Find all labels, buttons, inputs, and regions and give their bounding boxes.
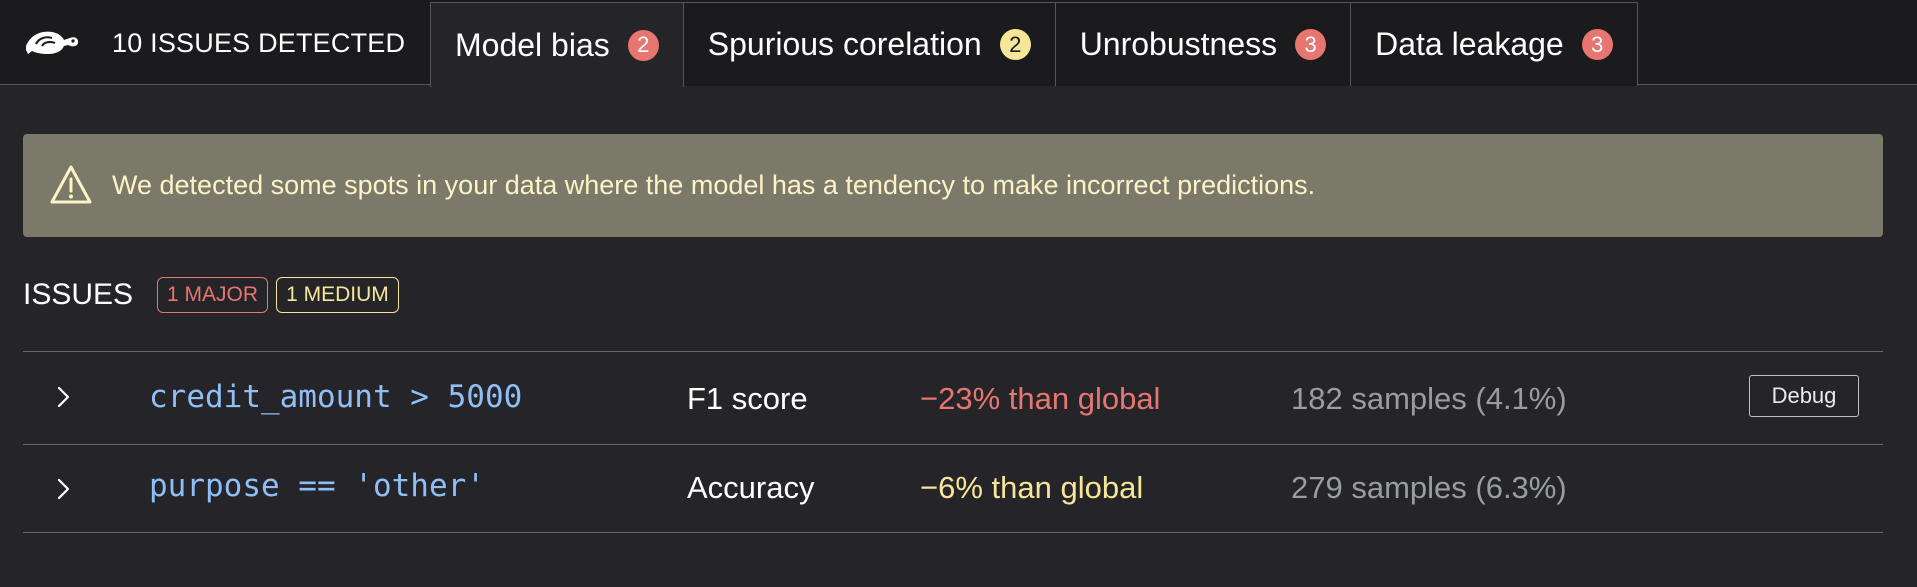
divider bbox=[23, 532, 1883, 533]
alert-message: We detected some spots in your data wher… bbox=[112, 170, 1316, 200]
issue-samples: 279 samples (6.3%) bbox=[1291, 470, 1567, 505]
turtle-logo-icon bbox=[26, 31, 79, 54]
tab-spurious-corelation[interactable]: Spurious corelation 2 bbox=[682, 2, 1056, 86]
issue-delta: −6% than global bbox=[920, 470, 1144, 505]
issue-condition: purpose == 'other' bbox=[149, 468, 485, 504]
issue-category-tabs: Model bias 2 Spurious corelation 2 Unrob… bbox=[430, 2, 1638, 87]
issues-detected-count: 10 ISSUES DETECTED bbox=[112, 28, 406, 58]
tab-label: Unrobustness bbox=[1079, 26, 1278, 62]
issue-delta: −23% than global bbox=[920, 381, 1161, 416]
warning-alert: We detected some spots in your data wher… bbox=[23, 134, 1883, 237]
tab-count-badge: 2 bbox=[627, 29, 659, 61]
issue-metric: Accuracy bbox=[687, 470, 815, 505]
issue-row[interactable]: credit_amount > 5000 F1 score −23% than … bbox=[23, 354, 1883, 442]
tab-count-badge: 3 bbox=[1581, 29, 1613, 60]
tab-label: Spurious corelation bbox=[707, 26, 982, 62]
chevron-right-icon[interactable] bbox=[55, 474, 73, 504]
divider bbox=[23, 351, 1883, 352]
top-bar: 10 ISSUES DETECTED Model bias 2 Spurious… bbox=[0, 0, 1917, 87]
tab-count-badge: 3 bbox=[1295, 29, 1327, 60]
tab-unrobustness[interactable]: Unrobustness 3 bbox=[1054, 2, 1352, 86]
debug-button[interactable]: Debug bbox=[1749, 375, 1859, 417]
tab-model-bias[interactable]: Model bias 2 bbox=[430, 2, 684, 87]
issue-condition: credit_amount > 5000 bbox=[149, 379, 523, 415]
tab-label: Data leakage bbox=[1375, 26, 1564, 62]
issue-samples: 182 samples (4.1%) bbox=[1291, 381, 1567, 416]
major-count-badge: 1 MAJOR bbox=[157, 277, 269, 313]
issues-header: ISSUES 1 MAJOR 1 MEDIUM bbox=[23, 276, 407, 314]
issue-metric: F1 score bbox=[687, 381, 808, 416]
chevron-right-icon[interactable] bbox=[55, 382, 73, 412]
warning-icon bbox=[50, 165, 92, 204]
issues-title: ISSUES bbox=[23, 278, 134, 311]
medium-count-badge: 1 MEDIUM bbox=[276, 277, 399, 313]
tab-label: Model bias bbox=[455, 26, 610, 63]
issue-row[interactable]: purpose == 'other' Accuracy −6% than glo… bbox=[23, 446, 1883, 534]
tab-count-badge: 2 bbox=[999, 29, 1031, 60]
tab-data-leakage[interactable]: Data leakage 3 bbox=[1350, 2, 1638, 86]
divider bbox=[23, 444, 1883, 445]
